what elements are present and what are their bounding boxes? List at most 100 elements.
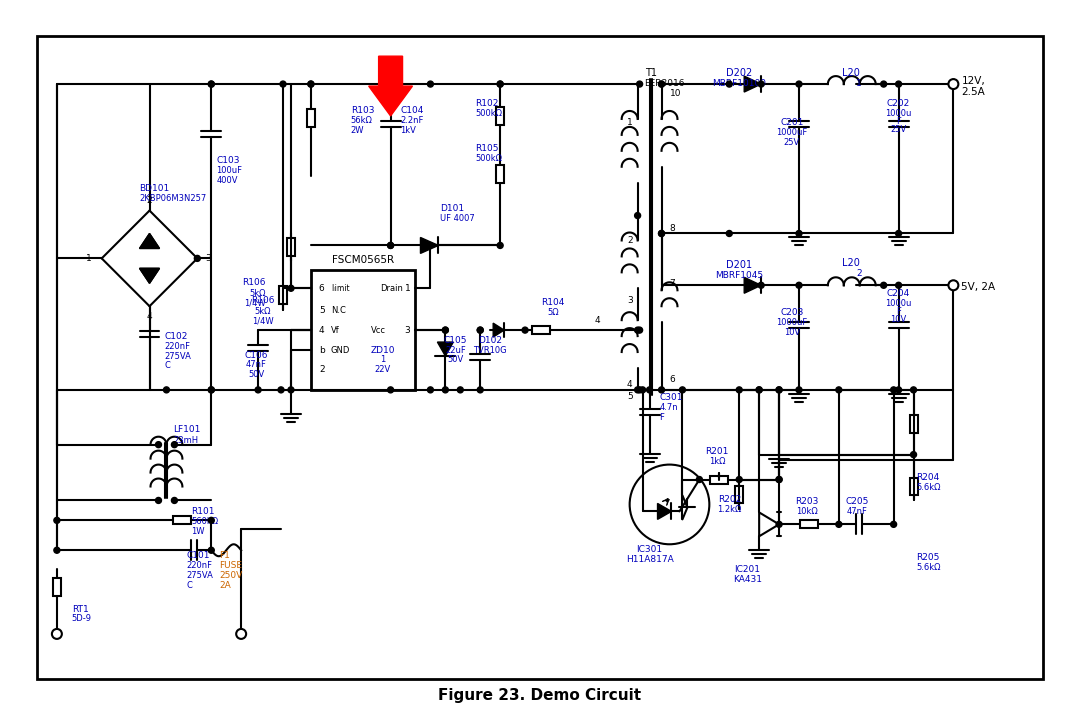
Text: KA431: KA431 xyxy=(733,575,762,583)
Circle shape xyxy=(948,79,958,89)
Circle shape xyxy=(736,387,742,393)
Circle shape xyxy=(776,476,782,483)
Text: TVR10G: TVR10G xyxy=(474,345,507,355)
Circle shape xyxy=(497,242,503,248)
Circle shape xyxy=(387,387,394,393)
Text: C202: C202 xyxy=(887,99,911,109)
Bar xyxy=(496,107,504,125)
Polygon shape xyxy=(760,513,779,536)
Text: C201: C201 xyxy=(780,119,804,127)
Text: IC301: IC301 xyxy=(637,545,663,553)
Text: R106: R106 xyxy=(243,278,267,287)
Text: 50V: 50V xyxy=(447,355,464,365)
Text: 275VA: 275VA xyxy=(164,352,191,360)
Circle shape xyxy=(477,327,483,333)
Text: N.C: N.C xyxy=(331,306,345,315)
Text: L20: L20 xyxy=(842,68,860,78)
Text: 2W: 2W xyxy=(351,127,365,135)
Text: 6: 6 xyxy=(669,375,675,385)
Text: 8: 8 xyxy=(669,224,675,233)
Text: 25V: 25V xyxy=(783,138,801,147)
Text: C104: C104 xyxy=(400,107,424,115)
Text: C101: C101 xyxy=(187,551,210,560)
Circle shape xyxy=(208,387,215,393)
Text: C: C xyxy=(187,581,192,590)
Text: 2: 2 xyxy=(147,196,152,205)
Circle shape xyxy=(208,518,215,523)
Text: C204: C204 xyxy=(887,289,911,297)
Text: 4.7n: 4.7n xyxy=(659,403,679,413)
Circle shape xyxy=(387,242,394,248)
Text: R104: R104 xyxy=(542,297,564,307)
Text: 10V: 10V xyxy=(890,315,906,324)
Polygon shape xyxy=(493,323,504,337)
Circle shape xyxy=(776,387,782,393)
Circle shape xyxy=(640,387,645,393)
Text: 4: 4 xyxy=(595,315,601,325)
Text: 50V: 50V xyxy=(248,370,264,380)
Text: C: C xyxy=(164,362,170,370)
Text: R105: R105 xyxy=(475,144,498,153)
Circle shape xyxy=(880,81,887,87)
Text: 2.5A: 2.5A xyxy=(961,87,985,97)
Text: 2A: 2A xyxy=(219,581,231,590)
Circle shape xyxy=(54,547,59,553)
Text: Iₗimit: Iₗimit xyxy=(331,284,350,292)
Circle shape xyxy=(736,476,742,483)
Circle shape xyxy=(796,282,802,288)
Text: FUSE: FUSE xyxy=(219,561,243,570)
Bar xyxy=(53,578,60,596)
Text: 500kΩ: 500kΩ xyxy=(475,154,502,163)
Text: 4: 4 xyxy=(627,380,632,390)
Circle shape xyxy=(477,387,483,393)
Text: C105: C105 xyxy=(443,335,467,345)
Circle shape xyxy=(776,476,782,483)
Circle shape xyxy=(255,387,261,393)
Circle shape xyxy=(776,521,782,528)
Circle shape xyxy=(637,387,643,393)
Text: D102: D102 xyxy=(478,335,502,345)
Text: R101: R101 xyxy=(191,507,215,516)
Circle shape xyxy=(427,387,434,393)
Circle shape xyxy=(208,81,215,87)
Bar xyxy=(910,415,917,433)
Circle shape xyxy=(896,387,902,393)
Polygon shape xyxy=(139,234,160,248)
Text: 1000uF: 1000uF xyxy=(777,317,808,327)
Circle shape xyxy=(759,282,764,288)
Text: RT1: RT1 xyxy=(72,604,88,613)
Text: 5.6kΩ: 5.6kΩ xyxy=(916,563,941,572)
Text: R204: R204 xyxy=(916,473,940,482)
Bar xyxy=(306,109,315,127)
Circle shape xyxy=(497,81,503,87)
Bar xyxy=(710,475,728,483)
Circle shape xyxy=(658,81,665,87)
Circle shape xyxy=(155,498,162,503)
Text: C203: C203 xyxy=(780,307,804,317)
Circle shape xyxy=(172,498,177,503)
Text: 1kV: 1kV xyxy=(400,127,416,135)
Text: MBRF1045: MBRF1045 xyxy=(715,271,763,280)
Text: 1.2kΩ: 1.2kΩ xyxy=(718,505,741,514)
Text: GND: GND xyxy=(331,345,351,355)
Text: MBRF10100: MBRF10100 xyxy=(712,79,766,87)
Circle shape xyxy=(387,81,394,87)
Text: ZD10: ZD10 xyxy=(370,345,395,355)
Circle shape xyxy=(756,387,762,393)
Text: C205: C205 xyxy=(845,497,869,506)
Text: 10: 10 xyxy=(669,89,681,97)
Circle shape xyxy=(52,629,62,639)
Text: 5: 5 xyxy=(319,306,325,315)
Text: LF101: LF101 xyxy=(173,425,200,434)
Circle shape xyxy=(911,452,916,458)
Bar xyxy=(279,286,287,304)
Text: 1/4W: 1/4W xyxy=(245,299,267,307)
Circle shape xyxy=(634,387,641,393)
Circle shape xyxy=(427,81,434,87)
Text: 12V,: 12V, xyxy=(961,76,985,86)
Text: IC201: IC201 xyxy=(734,565,761,573)
Text: 1: 1 xyxy=(405,284,410,292)
Text: R201: R201 xyxy=(706,447,729,456)
Text: 2: 2 xyxy=(856,269,861,278)
Circle shape xyxy=(756,387,762,393)
